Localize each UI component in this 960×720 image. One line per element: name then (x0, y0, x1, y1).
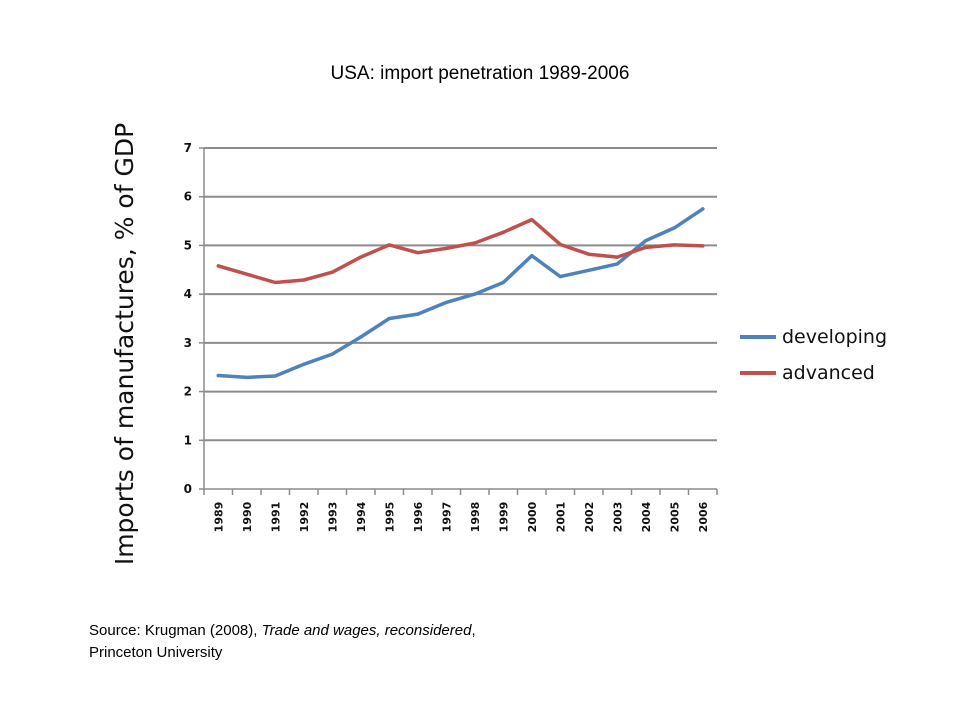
y-tick-label: 3 (184, 336, 192, 350)
x-tick-label: 2006 (697, 501, 710, 532)
source-prefix: Source: Krugman (2008), (89, 622, 262, 639)
source-line-1: Source: Krugman (2008), Trade and wages,… (89, 620, 476, 642)
x-tick-label: 1992 (298, 502, 311, 533)
axes (199, 147, 718, 495)
x-tick-label: 1994 (355, 501, 368, 532)
x-tick-label: 2001 (554, 502, 567, 533)
y-tick-label: 1 (184, 433, 192, 447)
data-point-advanced (587, 252, 591, 256)
y-axis-label: Imports of manufactures, % of GDP (110, 123, 139, 565)
x-tick-label: 1996 (412, 501, 425, 532)
data-point-advanced (473, 241, 477, 245)
data-point-developing (473, 292, 477, 296)
data-point-developing (530, 254, 534, 258)
source-work-title: Trade and wages, reconsidered (261, 622, 472, 639)
data-point-developing (302, 362, 306, 366)
y-tick-label: 6 (184, 190, 192, 204)
data-point-developing (587, 268, 591, 272)
data-point-advanced (330, 270, 334, 274)
x-tick-label: 1993 (326, 502, 339, 533)
data-point-advanced (644, 245, 648, 249)
data-point-developing (644, 238, 648, 243)
data-point-advanced (302, 278, 306, 282)
data-point-developing (387, 316, 391, 321)
series-line-advanced (216, 217, 705, 285)
data-point-developing (359, 335, 363, 339)
y-tick-label: 7 (184, 141, 192, 155)
data-point-advanced (245, 272, 249, 276)
data-point-advanced (701, 244, 705, 248)
data-point-advanced (216, 264, 220, 268)
y-tick-label: 4 (184, 287, 192, 301)
data-point-developing (558, 275, 562, 279)
series-lines (216, 207, 705, 380)
x-tick-label: 2002 (583, 502, 596, 533)
x-tick-label: 2004 (640, 501, 653, 532)
data-point-developing (273, 374, 277, 378)
legend-label-advanced: advanced (782, 362, 875, 384)
y-tick-labels: 0 1 2 3 4 5 6 7 (184, 141, 192, 496)
source-suffix: , (471, 622, 476, 639)
x-tick-label: 1995 (383, 502, 396, 533)
gridlines (204, 147, 717, 442)
data-point-developing (416, 312, 420, 316)
data-point-advanced (501, 230, 505, 234)
data-point-advanced (615, 255, 619, 259)
data-point-developing (245, 375, 249, 380)
source-citation: Source: Krugman (2008), Trade and wages,… (89, 620, 476, 664)
data-point-advanced (387, 243, 391, 247)
x-tick-label: 1991 (269, 502, 282, 533)
source-line-2: Princeton University (89, 644, 223, 661)
x-tick-label: 1990 (241, 501, 254, 532)
y-tick-label: 0 (184, 482, 192, 496)
data-point-developing (444, 300, 448, 305)
data-point-advanced (444, 246, 448, 250)
data-point-developing (501, 280, 505, 285)
data-point-advanced (273, 280, 277, 285)
x-tick-label: 1998 (469, 502, 482, 533)
y-tick-label: 2 (184, 385, 192, 399)
data-point-advanced (359, 255, 363, 259)
data-point-developing (701, 207, 705, 211)
data-point-developing (615, 262, 619, 266)
x-tick-label: 1989 (212, 502, 225, 533)
data-point-developing (330, 352, 334, 356)
data-point-advanced (558, 242, 562, 247)
x-tick-labels: 1989 1990 1991 1992 1993 1994 1995 1996 1997 1998… (212, 501, 710, 532)
series-line-developing (216, 207, 705, 380)
data-point-advanced (416, 251, 420, 255)
legend-label-developing: developing (782, 326, 887, 348)
data-point-developing (216, 373, 220, 378)
x-tick-label: 2000 (526, 501, 539, 532)
legend: developing advanced (740, 326, 887, 384)
x-tick-label: 2005 (668, 502, 681, 533)
data-point-advanced (672, 243, 676, 247)
slide-title: USA: import penetration 1989-2006 (330, 63, 630, 84)
x-tick-label: 1999 (497, 502, 510, 533)
y-tick-label: 5 (184, 238, 192, 252)
x-tick-label: 1997 (440, 502, 453, 533)
data-point-developing (672, 226, 676, 230)
x-tick-label: 2003 (611, 502, 624, 533)
data-point-advanced (530, 218, 534, 222)
